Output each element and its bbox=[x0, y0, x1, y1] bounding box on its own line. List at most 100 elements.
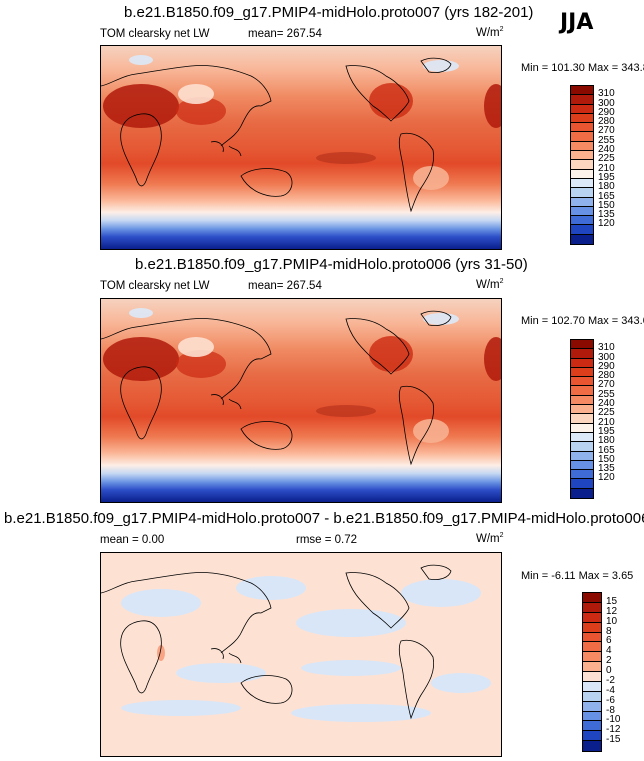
colorbar-label: -12 bbox=[606, 724, 621, 736]
colorbar-segment bbox=[571, 414, 593, 424]
colorbar-label: 270 bbox=[598, 125, 615, 137]
panel-3-units: W/m2 bbox=[476, 532, 504, 545]
season-label: JJA bbox=[560, 10, 594, 35]
colorbar-segment bbox=[571, 395, 593, 406]
colorbar-label: -10 bbox=[606, 714, 621, 726]
panel-3-minmax: Min = -6.11 Max = 3.65 bbox=[521, 570, 634, 582]
colorbar-label: 240 bbox=[598, 398, 615, 410]
colorbar-segment bbox=[571, 386, 593, 396]
panel-2-mean-label: mean= 267.54 bbox=[248, 280, 322, 292]
panel-3-map bbox=[100, 552, 502, 757]
colorbar-label: -2 bbox=[606, 674, 615, 686]
colorbar-label: 210 bbox=[598, 416, 615, 428]
colorbar-label: 120 bbox=[598, 472, 615, 484]
colorbar-label: 300 bbox=[598, 351, 615, 363]
panel-2-variable-label: TOM clearsky net LW bbox=[100, 280, 210, 292]
colorbar-segment bbox=[583, 642, 601, 653]
colorbar-label: 120 bbox=[598, 218, 615, 230]
colorbar-segment bbox=[571, 340, 593, 350]
panel-2-field bbox=[101, 299, 501, 502]
panel-2-colorbar bbox=[570, 339, 594, 499]
panel-3-field bbox=[101, 553, 501, 756]
colorbar-segment bbox=[571, 358, 593, 368]
colorbar-label: 280 bbox=[598, 370, 615, 382]
colorbar-segment bbox=[583, 711, 601, 722]
colorbar-label: 15 bbox=[606, 595, 618, 607]
colorbar-segment bbox=[571, 488, 593, 498]
colorbar-label: 165 bbox=[598, 444, 615, 456]
colorbar-segment bbox=[583, 602, 601, 613]
colorbar-segment bbox=[571, 216, 593, 226]
colorbar-label: 180 bbox=[598, 181, 615, 193]
panel-3-mean-label: mean = 0.00 bbox=[100, 534, 165, 546]
colorbar-segment bbox=[583, 612, 601, 623]
colorbar-label: 4 bbox=[606, 645, 612, 657]
panel-1-field bbox=[101, 46, 501, 249]
colorbar-segment bbox=[571, 432, 593, 443]
colorbar-segment bbox=[583, 731, 601, 742]
colorbar-segment bbox=[583, 741, 601, 751]
colorbar-label: -4 bbox=[606, 684, 615, 696]
colorbar-label: 310 bbox=[598, 88, 615, 100]
colorbar-segment bbox=[571, 178, 593, 189]
colorbar-label: 290 bbox=[598, 360, 615, 372]
colorbar-segment bbox=[583, 593, 601, 603]
colorbar-segment bbox=[571, 225, 593, 235]
colorbar-label: 300 bbox=[598, 97, 615, 109]
colorbar-label: 135 bbox=[598, 463, 615, 475]
colorbar-segment bbox=[571, 86, 593, 96]
colorbar-label: 225 bbox=[598, 153, 615, 165]
colorbar-segment bbox=[571, 234, 593, 244]
colorbar-segment bbox=[583, 701, 601, 712]
panel-1-variable-label: TOM clearsky net LW bbox=[100, 28, 210, 40]
colorbar-segment bbox=[571, 95, 593, 105]
colorbar-label: 12 bbox=[606, 605, 618, 617]
colorbar-segment bbox=[583, 622, 601, 633]
colorbar-label: 240 bbox=[598, 144, 615, 156]
colorbar-label: 2 bbox=[606, 655, 612, 667]
panel-3-title: b.e21.B1850.f09_g17.PMIP4-midHolo.proto0… bbox=[4, 510, 644, 527]
colorbar-label: 165 bbox=[598, 190, 615, 202]
colorbar-label: 6 bbox=[606, 635, 612, 647]
colorbar-segment bbox=[583, 652, 601, 663]
panel-1-mean-label: mean= 267.54 bbox=[248, 28, 322, 40]
colorbar-label: -8 bbox=[606, 704, 615, 716]
colorbar-segment bbox=[571, 451, 593, 461]
colorbar-segment bbox=[571, 169, 593, 179]
colorbar-label: 150 bbox=[598, 453, 615, 465]
colorbar-segment bbox=[571, 132, 593, 142]
colorbar-label: 290 bbox=[598, 106, 615, 118]
panel-3-rmse-label: rmse = 0.72 bbox=[296, 534, 358, 546]
colorbar-segment bbox=[583, 672, 601, 682]
colorbar-label: 0 bbox=[606, 665, 612, 676]
colorbar-label: -15 bbox=[606, 734, 621, 746]
colorbar-label: 150 bbox=[598, 199, 615, 211]
colorbar-label: 255 bbox=[598, 134, 615, 146]
panel-1-map bbox=[100, 45, 502, 250]
colorbar-segment bbox=[571, 377, 593, 387]
colorbar-label: 135 bbox=[598, 209, 615, 221]
colorbar-segment bbox=[583, 681, 601, 692]
colorbar-label: 280 bbox=[598, 116, 615, 128]
panel-1-colorbar bbox=[570, 85, 594, 245]
colorbar-segment bbox=[571, 123, 593, 133]
colorbar-segment bbox=[571, 206, 593, 217]
colorbar-segment bbox=[571, 349, 593, 359]
panel-2-map bbox=[100, 298, 502, 503]
colorbar-label: -6 bbox=[606, 694, 615, 706]
colorbar-segment bbox=[571, 423, 593, 433]
colorbar-label: 310 bbox=[598, 342, 615, 354]
colorbar-label: 210 bbox=[598, 162, 615, 174]
panel-1-title: b.e21.B1850.f09_g17.PMIP4-midHolo.proto0… bbox=[124, 4, 534, 21]
colorbar-label: 10 bbox=[606, 615, 618, 627]
colorbar-segment bbox=[571, 104, 593, 114]
panel-2-minmax: Min = 102.70 Max = 343.04 bbox=[521, 315, 644, 327]
colorbar-segment bbox=[583, 662, 601, 672]
colorbar-label: 195 bbox=[598, 425, 615, 437]
colorbar-segment bbox=[571, 197, 593, 207]
colorbar-segment bbox=[571, 141, 593, 152]
colorbar-segment bbox=[583, 691, 601, 702]
colorbar-segment bbox=[571, 367, 593, 378]
panel-2-title: b.e21.B1850.f09_g17.PMIP4-midHolo.proto0… bbox=[135, 256, 528, 273]
colorbar-segment bbox=[571, 460, 593, 471]
